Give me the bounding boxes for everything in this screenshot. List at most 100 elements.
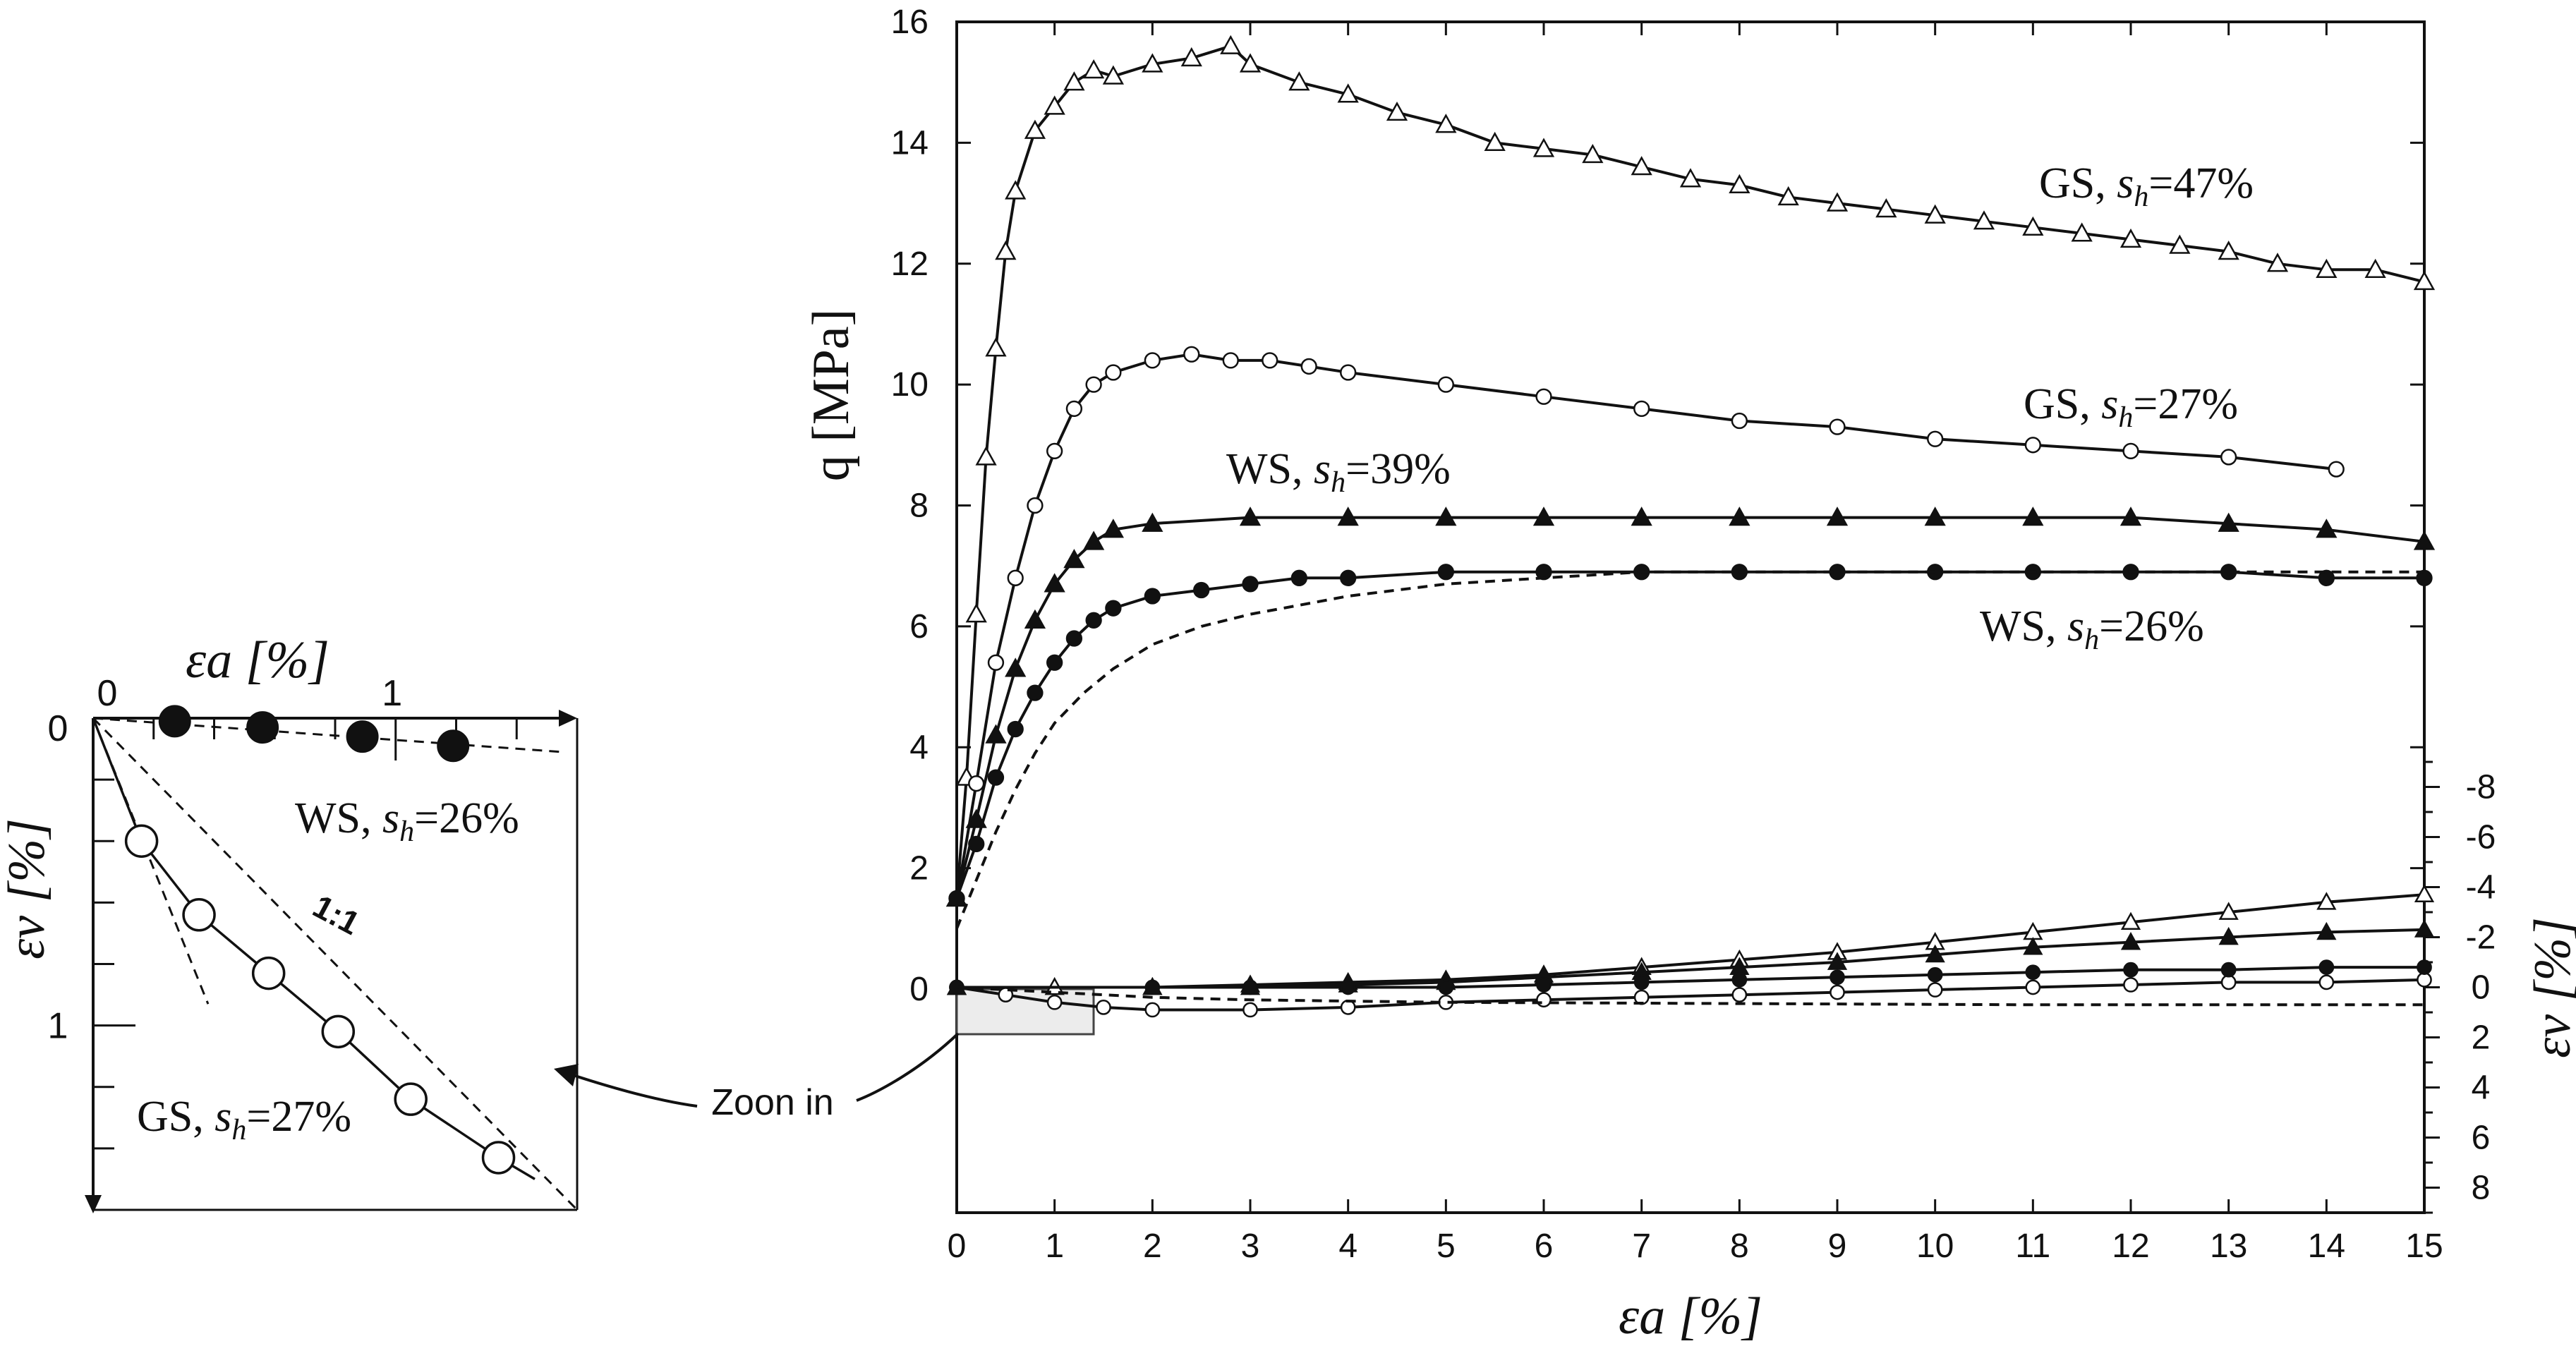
data-point (1027, 497, 1044, 514)
label-gs-27: GS, sh=27% (2024, 380, 2238, 434)
data-point (1044, 95, 1065, 115)
y-tick-label: 6 (909, 608, 929, 645)
data-point (1180, 47, 1202, 67)
inset-y-tick-label: 1 (48, 1006, 68, 1047)
inset-reference-line (92, 717, 579, 1211)
y2-tick-label: 6 (2472, 1120, 2491, 1157)
inset-ticks: 0 1 0 1 (48, 673, 518, 1150)
data-point (2120, 228, 2142, 248)
data-point (1337, 83, 1359, 103)
data-point (1631, 507, 1652, 526)
data-point (1144, 352, 1161, 369)
inset-gs-point (251, 956, 286, 990)
data-point (1083, 531, 1105, 550)
series-line-ev (956, 986, 2424, 1007)
data-point (2220, 974, 2237, 990)
data-point (1340, 364, 1357, 381)
data-point (2316, 921, 2337, 940)
y2-tick-label: -8 (2466, 769, 2496, 806)
x-tick-label: 3 (1241, 1227, 1260, 1265)
data-point (1631, 156, 1652, 176)
inset-ws-point (346, 720, 379, 753)
data-point (1777, 186, 1799, 206)
data-point (2417, 972, 2432, 988)
data-point (2316, 519, 2338, 538)
data-point (1105, 600, 1122, 617)
data-point (1183, 346, 1200, 363)
data-point (1300, 358, 1317, 375)
data-point (1102, 65, 1124, 85)
series-0 (945, 35, 2436, 995)
zoom-arrow-line (564, 1071, 698, 1108)
y2-tick-label: 0 (2472, 969, 2491, 1007)
data-point (1102, 519, 1124, 538)
y2-tick-label: 8 (2472, 1170, 2491, 1207)
data-point (2413, 270, 2436, 291)
data-point (1484, 131, 1506, 152)
data-point (2120, 911, 2141, 930)
data-point (1340, 569, 1357, 586)
data-point (1007, 720, 1024, 738)
series-line-ev (956, 978, 2425, 1012)
data-point (1729, 507, 1750, 526)
inset-x-title: εa [%] (186, 631, 329, 689)
x-tick-label: 12 (2112, 1227, 2149, 1265)
data-point (1927, 430, 1944, 447)
inset-y-tick-label: 0 (48, 708, 68, 749)
data-point (1536, 992, 1552, 1008)
data-point (1242, 1002, 1258, 1018)
inset-gs-point (394, 1082, 428, 1116)
data-point (2414, 919, 2435, 938)
data-point (1239, 53, 1262, 73)
data-point (1290, 569, 1307, 586)
inset-series-group (92, 705, 579, 1211)
data-point (1679, 168, 1702, 188)
data-point (1027, 684, 1044, 701)
data-point (1973, 210, 1995, 230)
y2-tick-label: -6 (2466, 819, 2496, 856)
data-point (1024, 609, 1046, 629)
data-point (1435, 507, 1457, 526)
data-point (2220, 449, 2237, 466)
data-point (2218, 902, 2239, 920)
data-point (987, 654, 1005, 671)
data-point (2123, 977, 2139, 993)
data-point (1065, 630, 1083, 647)
y-tick-label: 12 (891, 245, 929, 283)
zoom-connector-line (856, 1032, 960, 1102)
data-point (1046, 442, 1063, 460)
inset-ws-trend (92, 717, 562, 753)
series-line-q (955, 570, 2424, 899)
inset-gs-point (481, 1141, 516, 1175)
x-tick-label: 15 (2405, 1227, 2443, 1265)
series-line-q (955, 570, 2424, 930)
data-point (1085, 376, 1102, 393)
data-point (1193, 581, 1210, 599)
zoom-label: Zoon in (711, 1082, 833, 1123)
data-point (1242, 979, 1258, 995)
data-point (1340, 1000, 1356, 1015)
series-4 (955, 570, 2424, 1007)
data-point (1105, 364, 1122, 381)
data-point (1731, 972, 1748, 988)
x-tick-label: 10 (1916, 1227, 1954, 1265)
inset-x-arrow (559, 710, 577, 727)
data-point (1532, 138, 1555, 157)
inset-gs-point (182, 898, 216, 932)
data-point (1826, 507, 1849, 526)
data-point (987, 769, 1005, 786)
data-point (1435, 114, 1457, 133)
data-point (1024, 119, 1046, 139)
data-point (1536, 977, 1552, 993)
data-point (1242, 576, 1259, 593)
data-point (1083, 59, 1105, 79)
x-tick-label: 4 (1338, 1227, 1357, 1265)
data-point (2218, 241, 2239, 260)
y-tick-label: 10 (891, 366, 929, 404)
data-point (2328, 461, 2345, 478)
zoom-annotation: Zoon in (554, 1032, 960, 1123)
data-point (1830, 984, 1845, 1000)
data-point (1633, 400, 1650, 418)
inset-ratio-label: 1:1 (307, 887, 365, 942)
x-tick-label: 11 (2015, 1227, 2050, 1265)
